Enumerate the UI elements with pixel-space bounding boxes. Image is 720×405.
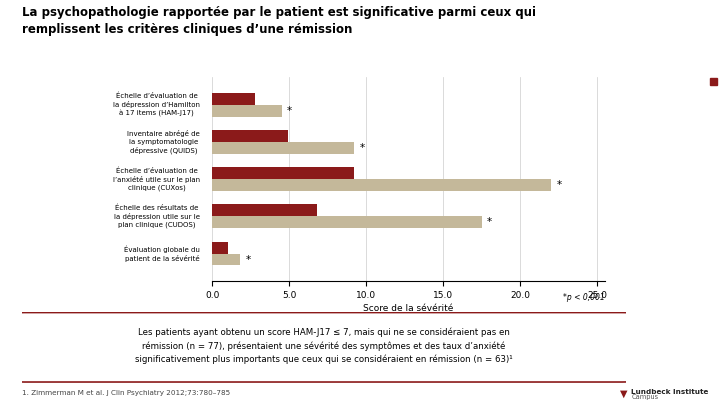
Bar (212, 142, 354, 154)
Text: Échelle des résultats de
la dépression utile sur le
plan clinique (CUDOS): Échelle des résultats de la dépression u… (114, 205, 200, 228)
Bar (212, 254, 240, 266)
Bar (212, 216, 482, 228)
Bar (212, 167, 354, 179)
Text: Les patients ayant obtenu un score HAM-J17 ≤ 7, mais qui ne se considéraient pas: Les patients ayant obtenu un score HAM-J… (135, 328, 513, 364)
Bar (212, 130, 288, 142)
Legend: Rémission auto-déclarée
(n = 63): Rémission auto-déclarée (n = 63) (710, 71, 720, 90)
Text: Inventaire abrégé de
la symptomatologie
dépressive (QUIDS): Inventaire abrégé de la symptomatologie … (127, 130, 200, 154)
X-axis label: Score de la sévérité: Score de la sévérité (364, 305, 454, 313)
Text: *: * (246, 254, 251, 264)
Text: Lundbeck Institute: Lundbeck Institute (631, 388, 708, 394)
Text: *: * (487, 217, 492, 227)
Bar (212, 242, 228, 254)
Text: La psychopathologie rapportée par le patient est significative parmi ceux qui
re: La psychopathologie rapportée par le pat… (22, 6, 536, 36)
Bar (212, 179, 551, 191)
Text: *: * (557, 180, 562, 190)
Text: 1. Zimmerman M et al. J Clin Psychiatry 2012;73:780–785: 1. Zimmerman M et al. J Clin Psychiatry … (22, 390, 230, 396)
Text: *: * (287, 106, 292, 116)
Text: Évaluation globale du
patient de la sévérité: Évaluation globale du patient de la sévé… (125, 245, 200, 262)
Text: Échelle d’évaluation de
la dépression d’Hamilton
à 17 items (HAM-J17): Échelle d’évaluation de la dépression d’… (113, 93, 200, 117)
FancyBboxPatch shape (6, 313, 640, 382)
Text: Campus: Campus (631, 394, 658, 401)
Bar (212, 205, 317, 216)
Text: *: * (359, 143, 364, 153)
Text: Échelle d’évaluation de
l’anxiété utile sur le plan
clinique (CUXos): Échelle d’évaluation de l’anxiété utile … (113, 168, 200, 191)
Bar (212, 105, 282, 117)
Text: ▼: ▼ (621, 389, 628, 399)
Bar (212, 93, 256, 105)
Text: *p < 0,001: *p < 0,001 (563, 293, 605, 302)
